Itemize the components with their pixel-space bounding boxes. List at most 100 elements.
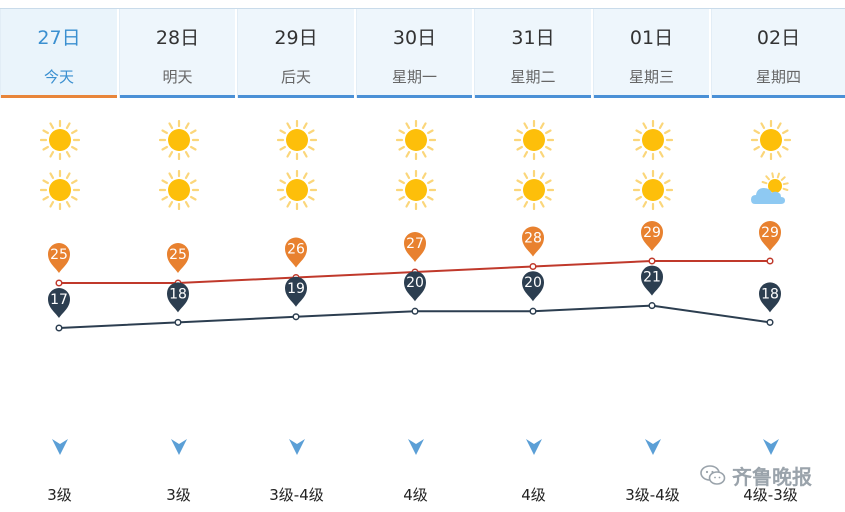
wind-direction-icon — [120, 436, 237, 460]
temp-point-0-2: 26 — [285, 237, 307, 282]
night-weather-cell — [712, 166, 829, 214]
wind-direction-icon — [357, 436, 474, 460]
day-weather-cell — [357, 116, 474, 164]
sun-icon — [276, 170, 317, 210]
wind-direction-icon — [594, 436, 711, 460]
temp-dot — [766, 257, 774, 265]
temp-pin — [285, 237, 307, 268]
sun-icon — [395, 120, 436, 160]
tab-underline — [712, 95, 845, 98]
wind-level: 4级 — [521, 486, 546, 504]
temp-pin — [641, 265, 663, 296]
temp-label: 29 — [643, 225, 661, 241]
temp-dot — [529, 307, 537, 315]
temp-pin — [48, 288, 70, 318]
temp-point-1-0: 17 — [48, 288, 70, 332]
partly-cloudy-icon — [750, 172, 789, 204]
day-weather-cell — [1, 116, 118, 164]
temp-pin — [48, 243, 70, 273]
tab-date: 28日 — [155, 27, 200, 49]
temp-label: 27 — [406, 236, 424, 252]
sun-icon — [276, 120, 317, 160]
temp-pin — [404, 271, 426, 302]
top-border — [0, 8, 845, 9]
temp-pin — [285, 276, 307, 307]
temp-dot — [55, 279, 63, 287]
temp-point-1-2: 19 — [285, 276, 307, 321]
night-weather-cell — [594, 166, 711, 214]
sun-icon — [750, 120, 791, 160]
tab-day-6[interactable]: 02日 星期四 — [711, 9, 845, 98]
night-weather-cell — [120, 166, 237, 214]
temp-label: 20 — [524, 275, 542, 291]
tab-date: 31日 — [511, 27, 555, 49]
temp-label: 18 — [169, 286, 187, 302]
sun-icon — [158, 120, 199, 160]
tab-weekday: 星期三 — [628, 68, 674, 86]
tab-weekday: 明天 — [162, 68, 193, 86]
sun-icon — [632, 120, 673, 160]
wind-direction-icon — [238, 436, 355, 460]
tab-day-3[interactable]: 30日星期一 — [356, 9, 472, 98]
tab-day-5[interactable]: 01日星期三 — [593, 9, 709, 98]
night-weather-cell — [1, 166, 118, 214]
tab-date: 27日 — [37, 27, 81, 49]
wind-level: 4级 — [403, 486, 428, 504]
wind-level: 3级 — [166, 486, 191, 504]
tab-day-2[interactable]: 29日 后天 — [237, 9, 354, 98]
sun-icon — [39, 170, 80, 210]
wind-direction-icon — [475, 436, 592, 460]
temp-dot — [174, 318, 182, 326]
tab-underline — [475, 95, 591, 98]
temp-pin — [641, 221, 663, 251]
temp-dot — [411, 307, 419, 315]
temp-label: 28 — [524, 231, 542, 247]
temp-point-0-3: 27 — [404, 232, 426, 276]
tab-day-0[interactable]: 27日 今天 — [0, 9, 117, 98]
temp-pin — [759, 221, 781, 251]
tab-underline — [357, 95, 472, 98]
temp-pin — [522, 271, 544, 302]
temp-pin — [404, 232, 426, 262]
tab-underline — [238, 95, 354, 98]
temp-label: 25 — [169, 247, 187, 263]
temp-pin — [167, 242, 189, 273]
temp-point-1-5: 21 — [641, 265, 663, 310]
sun-icon — [513, 120, 554, 160]
tab-underline — [594, 95, 709, 98]
wind-level: 4级-3级 — [743, 486, 798, 504]
wind-direction-icon — [1, 436, 118, 460]
tab-day-4[interactable]: 31日星期二 — [474, 9, 591, 98]
tab-date: 29日 — [274, 27, 318, 49]
temp-label: 17 — [50, 292, 68, 308]
temp-label: 18 — [761, 286, 779, 302]
wind-level: 3级 — [47, 486, 72, 504]
day-weather-cell — [712, 116, 829, 164]
temp-label: 25 — [50, 247, 68, 263]
temp-dot — [55, 324, 63, 332]
wind-level: 3级-4级 — [625, 486, 680, 504]
temp-point-0-6: 29 — [759, 221, 781, 265]
temp-dot — [648, 257, 656, 265]
tab-day-1[interactable]: 28日明天 — [119, 9, 235, 98]
sun-icon — [632, 170, 673, 210]
temp-point-0-1: 25 — [167, 242, 189, 287]
temp-point-0-4: 28 — [522, 226, 544, 271]
night-weather-cell — [475, 166, 592, 214]
day-weather-cell — [120, 116, 237, 164]
tab-date: 30日 — [392, 27, 437, 49]
temp-point-1-1: 18 — [167, 282, 189, 326]
night-weather-cell — [357, 166, 474, 214]
tab-underline — [120, 95, 235, 98]
sun-icon — [395, 170, 436, 210]
day-weather-cell — [238, 116, 355, 164]
wind-level: 3级-4级 — [269, 486, 324, 504]
tab-weekday: 星期一 — [391, 68, 437, 86]
tab-weekday: 星期二 — [510, 68, 556, 86]
temp-dot — [529, 262, 537, 271]
temp-pin — [759, 282, 781, 313]
tab-date: 01日 — [629, 27, 674, 49]
sun-icon — [158, 170, 199, 210]
temp-pin — [522, 226, 544, 257]
